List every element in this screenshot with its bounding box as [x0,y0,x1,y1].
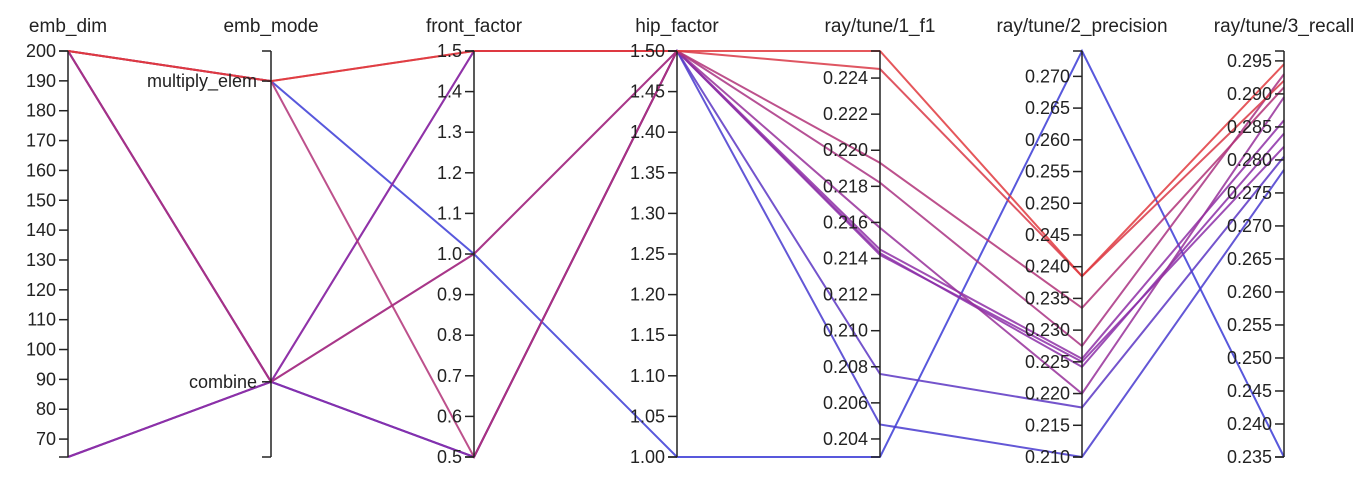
tick-label: 140 [26,220,56,240]
tick-label: 0.235 [1227,447,1272,467]
tick-label: 0.5 [437,447,462,467]
tick-label: 0.285 [1227,117,1272,137]
tick-label: 0.210 [823,321,868,341]
tick-label: 1.50 [630,41,665,61]
tick-label: 0.206 [823,393,868,413]
tick-label: 0.295 [1227,51,1272,71]
tick-label: 1.30 [630,203,665,223]
tick-label: 1.1 [437,203,462,223]
tick-label: 120 [26,280,56,300]
axes: emb_dim 70 80 90 100 110 120 130 140 150 160 170 180… [26,16,1354,467]
tick-label: 70 [36,429,56,449]
tick-label: 0.245 [1227,381,1272,401]
tick-label: 0.270 [1025,66,1070,86]
tick-label: 0.245 [1025,225,1070,245]
axis-emb-dim: emb_dim 70 80 90 100 110 120 130 140 150 160 170 180… [26,16,107,458]
axis-hip-factor: hip_factor 1.00 1.05 1.10 1.15 1.20 1.25 1.30 1.… [630,16,719,467]
axis-front-factor: front_factor 0.5 0.6 0.7 0.8 0.9 1.0 1.1 1.2 1.3 1… [426,16,523,467]
tick-label: 1.20 [630,285,665,305]
tick-label: 1.5 [437,41,462,61]
tick-label: 0.216 [823,212,868,232]
tick-label: 200 [26,41,56,61]
tick-label: 150 [26,190,56,210]
tick-label: 0.212 [823,285,868,305]
tick-label: multiply_elem [147,71,257,92]
tick-label: 0.6 [437,406,462,426]
trial-line [67,49,1285,384]
tick-label: 0.224 [823,68,868,88]
axis-f1: ray/tune/1_f1 0.204 0.206 0.208 0.210 0.212 0.… [823,16,936,458]
tick-label: 0.265 [1227,249,1272,269]
tick-label: 0.265 [1025,98,1070,118]
tick-label: 0.250 [1227,348,1272,368]
tick-label: 0.255 [1025,162,1070,182]
tick-label: 100 [26,340,56,360]
tick-label: 1.25 [630,244,665,264]
tick-label: 0.220 [823,140,868,160]
axis-precision: ray/tune/2_precision 0.210 0.215 0.220 0.225… [996,16,1167,467]
tick-label: 1.3 [437,122,462,142]
tick-label: 110 [27,310,56,330]
axis-recall: ray/tune/3_recall 0.235 0.240 0.245 0.250 0.2… [1214,16,1354,467]
tick-label: 1.35 [630,163,665,183]
tick-label: 0.7 [437,366,462,386]
tick-label: 0.240 [1025,257,1070,277]
tick-label: 0.230 [1025,320,1070,340]
tick-label: 0.270 [1227,216,1272,236]
tick-label: 0.250 [1025,193,1070,213]
tick-label: 1.2 [437,163,462,183]
tick-label: 0.275 [1227,183,1272,203]
tick-label: 170 [26,131,56,151]
tick-label: 0.290 [1227,84,1272,104]
tick-label: 0.280 [1227,150,1272,170]
tick-label: 1.05 [630,406,665,426]
tick-label: 0.204 [823,429,868,449]
axis-title: front_factor [426,16,523,37]
tick-label: 0.8 [437,325,462,345]
tick-label: combine [189,372,257,392]
tick-label: 160 [26,160,56,180]
tick-label: 0.240 [1227,414,1272,434]
tick-label: 90 [36,369,56,389]
axis-title: emb_mode [223,16,318,37]
tick-label: 1.0 [437,244,462,264]
tick-label: 1.4 [437,82,462,102]
tick-label: 180 [26,101,56,121]
tick-label: 0.260 [1025,130,1070,150]
tick-label: 0.9 [437,285,462,305]
tick-label: 1.10 [630,366,665,386]
axis-title: hip_factor [635,16,719,37]
tick-label: 0.210 [1025,447,1070,467]
trial-line [67,50,1285,384]
tick-label: 1.40 [630,122,665,142]
tick-label: 0.220 [1025,384,1070,404]
tick-label: 0.208 [823,357,868,377]
tick-label: 190 [26,71,56,91]
axis-title: emb_dim [29,16,107,37]
tick-label: 0.215 [1025,415,1070,435]
tick-label: 0.260 [1227,282,1272,302]
tick-label: 0.218 [823,176,868,196]
axis-title: ray/tune/2_precision [996,16,1167,37]
tick-label: 80 [36,399,56,419]
tick-label: 0.222 [823,104,868,124]
tick-label: 1.15 [630,325,665,345]
axis-title: ray/tune/1_f1 [825,16,936,37]
tick-label: 0.214 [823,249,868,269]
tick-label: 1.45 [630,82,665,102]
tick-label: 130 [26,250,56,270]
tick-label: 0.225 [1025,352,1070,372]
tick-label: 0.255 [1227,315,1272,335]
tick-label: 0.235 [1025,288,1070,308]
axis-title: ray/tune/3_recall [1214,16,1354,37]
tick-label: 1.00 [630,447,665,467]
